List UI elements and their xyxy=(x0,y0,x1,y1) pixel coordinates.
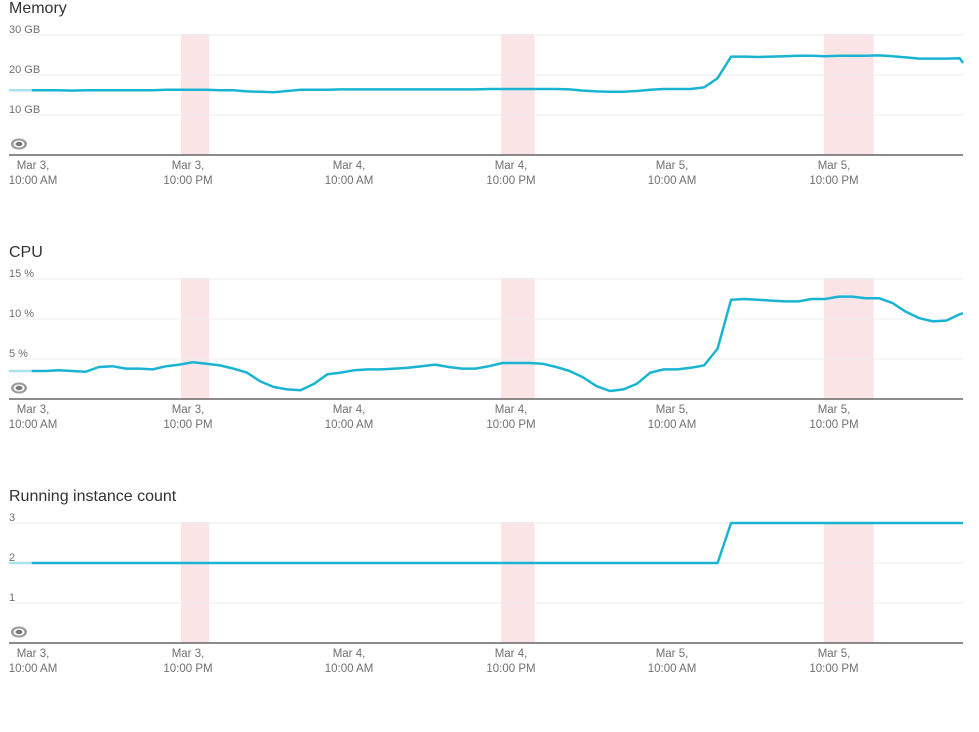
cpu-y-tick-label: 10 % xyxy=(9,308,34,320)
cpu-shaded-band xyxy=(180,278,210,399)
memory-x-tick-label-time: 10:00 PM xyxy=(486,175,535,187)
cpu-x-tick-label-time: 10:00 AM xyxy=(648,419,697,431)
memory-x-tick-label-date: Mar 4, xyxy=(333,160,366,172)
instance-count-x-tick-label-date: Mar 3, xyxy=(172,648,205,660)
instance-count-x-tick-label-time: 10:00 PM xyxy=(486,663,535,675)
memory-x-tick-label-date: Mar 5, xyxy=(818,160,851,172)
memory-x-tick-label-date: Mar 5, xyxy=(656,160,689,172)
cpu-x-tick-label-date: Mar 4, xyxy=(495,404,528,416)
cpu-x-tick-label-date: Mar 3, xyxy=(172,404,205,416)
instance-count-x-tick-label-date: Mar 4, xyxy=(333,648,366,660)
cpu-x-tick-label-date: Mar 5, xyxy=(656,404,689,416)
toggle-dot-icon xyxy=(11,626,27,638)
toggle-dot-icon-core xyxy=(15,629,23,635)
toggle-dot-icon xyxy=(11,138,27,150)
cpu-x-tick-label-date: Mar 5, xyxy=(818,404,851,416)
instance-count-x-tick-label-time: 10:00 AM xyxy=(9,663,58,675)
memory-shaded-band xyxy=(501,34,535,155)
instance-count-chart: 1 2 3 Mar 3, 10:00 AM Mar 3, 10:00 PM Mar 4, 10:… xyxy=(9,512,963,675)
cpu-x-tick-label-date: Mar 4, xyxy=(333,404,366,416)
memory-x-tick-label-time: 10:00 PM xyxy=(163,175,212,187)
instance-count-x-tick-label-date: Mar 5, xyxy=(656,648,689,660)
memory-x-tick-label-time: 10:00 PM xyxy=(809,175,858,187)
instance-count-x-tick-label-time: 10:00 AM xyxy=(648,663,697,675)
memory-x-tick-label-time: 10:00 AM xyxy=(9,175,58,187)
instance-count-x-tick-label-date: Mar 4, xyxy=(495,648,528,660)
cpu-shaded-band xyxy=(501,278,535,399)
memory-x-tick-label-time: 10:00 AM xyxy=(325,175,374,187)
instance-count-shaded-band xyxy=(501,522,535,643)
memory-shaded-band xyxy=(823,34,874,155)
memory-x-tick-label-time: 10:00 AM xyxy=(648,175,697,187)
memory-y-tick-label: 30 GB xyxy=(9,24,40,36)
cpu-series-line xyxy=(31,295,964,393)
memory-chart-panel: Memory 10 GB 20 GB 30 GB Mar 3, 10:00 AM Mar … xyxy=(0,0,979,244)
memory-x-tick-label-date: Mar 3, xyxy=(172,160,205,172)
instance-count-chart-title: Running instance count xyxy=(9,488,177,505)
cpu-chart-title: CPU xyxy=(9,244,43,261)
memory-x-tick-label-date: Mar 4, xyxy=(495,160,528,172)
instance-count-shaded-band xyxy=(823,522,874,643)
memory-chart-title: Memory xyxy=(9,0,67,17)
instance-count-x-tick-label-date: Mar 5, xyxy=(818,648,851,660)
toggle-dot-icon xyxy=(11,382,27,394)
instance-count-x-tick-label-time: 10:00 PM xyxy=(809,663,858,675)
instance-count-x-tick-label-time: 10:00 PM xyxy=(163,663,212,675)
cpu-x-tick-label-date: Mar 3, xyxy=(17,404,50,416)
memory-y-tick-label: 20 GB xyxy=(9,64,40,76)
cpu-x-tick-label-time: 10:00 AM xyxy=(9,419,58,431)
instance-count-x-tick-label-time: 10:00 AM xyxy=(325,663,374,675)
memory-shaded-band xyxy=(180,34,210,155)
instance-count-y-tick-label: 1 xyxy=(9,592,15,604)
cpu-x-tick-label-time: 10:00 PM xyxy=(809,419,858,431)
memory-series-line xyxy=(31,54,965,94)
memory-x-tick-label-date: Mar 3, xyxy=(17,160,50,172)
instance-count-chart-panel: Running instance count 1 2 3 Mar 3, 10:00 AM… xyxy=(0,488,979,732)
instance-count-series-line xyxy=(31,521,963,565)
memory-y-tick-label: 10 GB xyxy=(9,104,40,116)
memory-chart: 10 GB 20 GB 30 GB Mar 3, 10:00 AM Mar 3, 10:00… xyxy=(9,24,965,187)
instance-count-y-tick-label: 3 xyxy=(9,512,15,524)
cpu-chart: 5 % 10 % 15 % Mar 3, 10:00 AM Mar 3, 10:00 PM M… xyxy=(9,268,964,431)
cpu-x-tick-label-time: 10:00 AM xyxy=(325,419,374,431)
instance-count-y-tick-label: 2 xyxy=(9,552,15,564)
cpu-y-tick-label: 5 % xyxy=(9,348,28,360)
cpu-y-tick-label: 15 % xyxy=(9,268,34,280)
cpu-x-tick-label-time: 10:00 PM xyxy=(486,419,535,431)
toggle-dot-icon-core xyxy=(15,141,23,147)
toggle-dot-icon-core xyxy=(15,385,23,391)
cpu-x-tick-label-time: 10:00 PM xyxy=(163,419,212,431)
instance-count-x-tick-label-date: Mar 3, xyxy=(17,648,50,660)
cpu-chart-panel: CPU 5 % 10 % 15 % Mar 3, 10:00 AM Mar 3, 10:00… xyxy=(0,244,979,488)
instance-count-shaded-band xyxy=(180,522,210,643)
